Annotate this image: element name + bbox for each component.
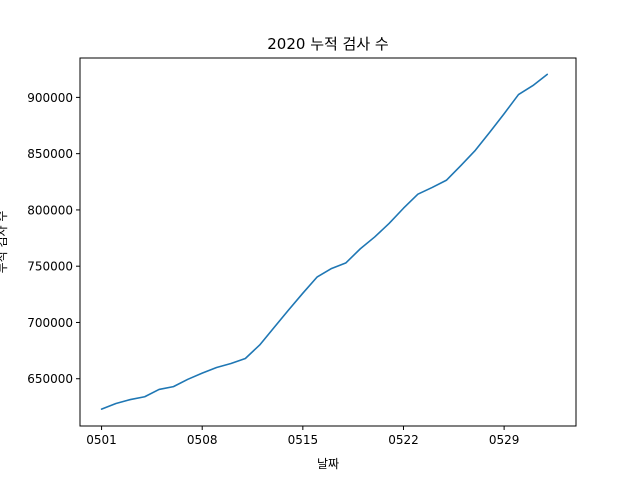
data-point <box>245 358 247 360</box>
data-point <box>273 327 275 329</box>
data-point <box>460 165 462 167</box>
x-tick-label: 0501 <box>86 433 117 447</box>
data-point <box>403 207 405 209</box>
x-axis-label: 날짜 <box>317 457 339 471</box>
data-point <box>345 262 347 264</box>
y-axis-label: 누적 검사 수 <box>0 211 9 274</box>
y-tick-label: 650000 <box>27 372 73 386</box>
x-axis: 0501 0508 0515 0522 0529 <box>86 426 519 447</box>
data-point <box>374 236 376 238</box>
plot-frame <box>79 57 577 427</box>
data-point <box>302 292 304 294</box>
data-point <box>316 276 318 278</box>
series-line <box>100 73 549 410</box>
data-point <box>101 408 103 410</box>
data-point <box>503 113 505 115</box>
x-tick-label: 0529 <box>489 433 520 447</box>
data-point <box>446 179 448 181</box>
data-point <box>518 94 520 96</box>
data-point <box>331 268 333 270</box>
data-point <box>475 149 477 151</box>
data-point <box>230 363 232 365</box>
y-tick-label: 800000 <box>27 203 73 217</box>
data-point <box>259 344 261 346</box>
data-point <box>144 396 146 398</box>
y-tick-label: 750000 <box>27 260 73 274</box>
y-tick-label: 900000 <box>27 91 73 105</box>
x-tick-label: 0508 <box>187 433 218 447</box>
data-point <box>546 74 548 76</box>
y-tick-label: 850000 <box>27 147 73 161</box>
data-point <box>388 223 390 225</box>
data-point <box>532 85 534 87</box>
x-tick-label: 0522 <box>388 433 419 447</box>
data-point <box>216 367 218 369</box>
data-point <box>489 131 491 133</box>
series-group <box>100 73 549 410</box>
data-point <box>173 386 175 388</box>
data-point <box>360 248 362 250</box>
data-point <box>431 187 433 189</box>
data-point <box>201 372 203 374</box>
data-point <box>288 309 290 311</box>
y-tick-label: 700000 <box>27 316 73 330</box>
data-point <box>130 399 132 401</box>
data-point <box>158 389 160 391</box>
chart-title: 2020 누적 검사 수 <box>267 35 388 53</box>
x-tick-label: 0515 <box>288 433 319 447</box>
data-point <box>187 378 189 380</box>
y-axis: 650000 700000 750000 800000 850000 900000 <box>27 91 80 386</box>
data-point <box>115 403 117 405</box>
data-point <box>417 193 419 195</box>
